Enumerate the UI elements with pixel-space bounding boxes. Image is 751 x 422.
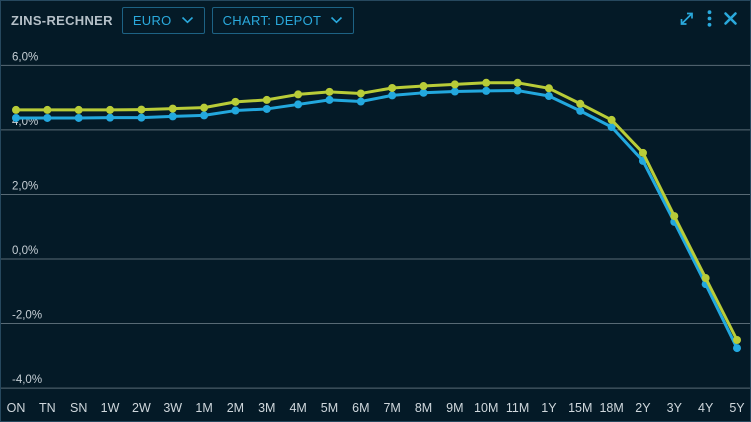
data-point[interactable] [200,103,209,112]
data-point[interactable] [325,87,334,96]
data-point[interactable] [262,95,271,104]
x-axis-label: 1Y [541,401,557,415]
x-axis-label: 10M [474,401,498,415]
data-point[interactable] [544,84,553,93]
data-point[interactable] [74,105,83,114]
data-point[interactable] [482,78,491,87]
data-point[interactable] [450,80,459,89]
data-point[interactable] [137,105,146,114]
series-line [14,81,739,342]
data-point[interactable] [733,344,741,353]
x-axis-label: 6M [352,401,369,415]
x-axis-label: 3Y [667,401,683,415]
panel-title: ZINS-RECHNER [11,12,113,28]
data-point[interactable] [513,78,522,87]
y-axis-label: 2,0% [12,180,38,192]
currency-dropdown[interactable]: EURO [121,6,205,34]
data-point[interactable] [200,111,209,120]
data-point[interactable] [43,105,52,114]
data-point[interactable] [419,88,428,97]
data-point[interactable] [168,104,177,113]
data-point[interactable] [388,91,397,100]
chevron-down-icon [330,16,343,24]
x-axis-label: 1W [101,401,120,415]
x-axis-label: 5Y [729,401,745,415]
data-point[interactable] [576,99,585,108]
x-axis-label: 15M [568,401,592,415]
data-point[interactable] [513,86,522,95]
y-axis-label: 6,0% [12,51,38,63]
data-point[interactable] [106,105,115,114]
data-point[interactable] [262,104,271,113]
chart-type-dropdown-label: CHART: DEPOT [222,12,322,28]
data-point[interactable] [356,97,365,106]
data-point[interactable] [419,82,428,91]
x-axis-label: TN [39,401,56,415]
data-point[interactable] [137,113,146,122]
x-axis-label: 4M [289,401,306,415]
data-point[interactable] [482,86,491,95]
data-point[interactable] [607,115,616,124]
data-point[interactable] [638,148,647,157]
data-point[interactable] [576,106,585,115]
data-point[interactable] [544,92,553,101]
data-point[interactable] [231,106,240,115]
x-axis-label: SN [70,401,87,415]
chart-type-dropdown[interactable]: CHART: DEPOT [211,6,355,34]
x-axis-label: 5M [321,401,338,415]
close-icon [723,11,738,29]
yield-curve-chart[interactable]: 6,0%4,0%2,0%0,0%-2,0%-4,0%ON TN SN 1W 2W 3W 1M… [1,39,751,422]
data-point[interactable] [43,113,52,122]
series-line [14,89,739,350]
x-axis-label: 4Y [698,401,714,415]
data-point[interactable] [670,212,679,221]
data-point[interactable] [325,95,334,104]
y-axis-label: 0,0% [12,245,38,257]
x-axis-label: 9M [446,401,463,415]
x-axis-label: 2M [227,401,244,415]
expand-arrows-icon [677,9,696,31]
currency-dropdown-label: EURO [132,12,172,28]
data-point[interactable] [701,274,710,283]
panel-header: ZINS-RECHNER EURO CHART: DEPOT [1,1,750,39]
x-axis-label: ON [7,401,26,415]
kebab-menu-icon [707,10,712,30]
x-axis-label: 2W [132,401,151,415]
y-axis-label: -4,0% [12,374,42,386]
data-point[interactable] [12,105,20,114]
x-axis-label: 3M [258,401,275,415]
x-axis-label: 2Y [635,401,651,415]
data-point[interactable] [168,112,177,121]
data-point[interactable] [733,335,741,344]
data-point[interactable] [74,113,83,122]
x-axis-label: 3W [163,401,182,415]
x-axis-label: 8M [415,401,432,415]
data-point[interactable] [231,97,240,106]
data-point[interactable] [607,123,616,132]
data-point[interactable] [356,89,365,98]
data-point[interactable] [106,113,115,122]
data-point[interactable] [388,83,397,92]
x-axis-label: 7M [383,401,400,415]
data-point[interactable] [294,90,303,99]
chevron-down-icon [181,16,194,24]
menu-button[interactable] [707,10,712,30]
fullscreen-button[interactable] [677,9,696,31]
x-axis-label: 11M [506,401,529,415]
data-point[interactable] [450,87,459,96]
close-button[interactable] [723,11,738,29]
x-axis-label: 18M [599,401,623,415]
y-axis-label: -2,0% [12,310,42,322]
data-point[interactable] [12,113,20,122]
x-axis-label: 1M [195,401,212,415]
data-point[interactable] [294,100,303,109]
